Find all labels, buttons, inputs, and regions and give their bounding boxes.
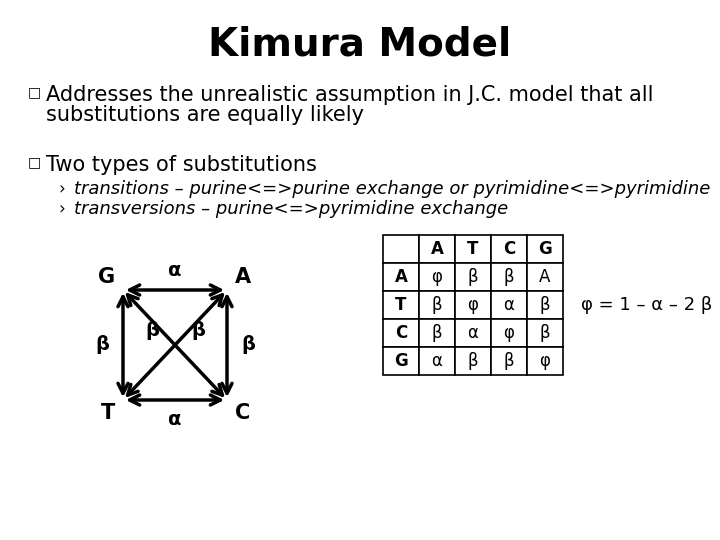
Text: β: β xyxy=(540,296,550,314)
Text: G: G xyxy=(98,267,115,287)
Text: φ: φ xyxy=(431,268,442,286)
Text: β: β xyxy=(468,352,478,370)
Bar xyxy=(455,319,491,347)
Bar xyxy=(383,347,419,375)
Text: φ: φ xyxy=(467,296,478,314)
Bar xyxy=(455,291,491,319)
Bar xyxy=(455,263,491,291)
Text: T: T xyxy=(467,240,479,258)
Bar xyxy=(383,319,419,347)
Text: α: α xyxy=(168,410,181,429)
Text: transversions – purine<=>pyrimidine exchange: transversions – purine<=>pyrimidine exch… xyxy=(74,200,508,218)
Text: T: T xyxy=(395,296,407,314)
Text: G: G xyxy=(538,240,552,258)
Bar xyxy=(383,235,419,263)
Text: Addresses the unrealistic assumption in J.C. model that all: Addresses the unrealistic assumption in … xyxy=(46,85,654,105)
Text: β: β xyxy=(191,321,205,341)
Text: β: β xyxy=(241,335,255,354)
Bar xyxy=(491,235,527,263)
Text: A: A xyxy=(431,240,444,258)
Text: Kimura Model: Kimura Model xyxy=(208,25,512,63)
Text: φ: φ xyxy=(503,324,514,342)
Bar xyxy=(491,347,527,375)
Text: ›: › xyxy=(58,180,65,198)
Text: □: □ xyxy=(28,85,41,99)
Text: β: β xyxy=(468,268,478,286)
Text: Two types of substitutions: Two types of substitutions xyxy=(46,155,317,175)
Text: β: β xyxy=(432,324,442,342)
Text: β: β xyxy=(145,321,159,341)
Text: transitions – purine<=>purine exchange or pyrimidine<=>pyrimidine: transitions – purine<=>purine exchange o… xyxy=(74,180,711,198)
Text: β: β xyxy=(95,335,109,354)
Bar xyxy=(491,319,527,347)
Bar xyxy=(527,291,563,319)
Text: G: G xyxy=(394,352,408,370)
Text: C: C xyxy=(503,240,515,258)
Text: C: C xyxy=(235,403,251,423)
Text: substitutions are equally likely: substitutions are equally likely xyxy=(46,105,364,125)
Text: α: α xyxy=(467,324,478,342)
Text: α: α xyxy=(168,261,181,280)
Bar xyxy=(419,235,455,263)
Bar xyxy=(419,291,455,319)
Text: C: C xyxy=(395,324,407,342)
Bar xyxy=(383,263,419,291)
Bar xyxy=(383,291,419,319)
Bar xyxy=(527,347,563,375)
Text: A: A xyxy=(539,268,551,286)
Text: β: β xyxy=(540,324,550,342)
Text: α: α xyxy=(503,296,514,314)
Bar xyxy=(455,347,491,375)
Bar xyxy=(419,319,455,347)
Bar xyxy=(527,319,563,347)
Text: □: □ xyxy=(28,155,41,169)
Bar xyxy=(527,235,563,263)
Bar xyxy=(491,291,527,319)
Text: φ = 1 – α – 2 β: φ = 1 – α – 2 β xyxy=(581,296,712,314)
Bar xyxy=(419,347,455,375)
Bar xyxy=(419,263,455,291)
Text: T: T xyxy=(101,403,115,423)
Text: β: β xyxy=(432,296,442,314)
Bar xyxy=(455,235,491,263)
Text: α: α xyxy=(431,352,442,370)
Bar xyxy=(491,263,527,291)
Text: ›: › xyxy=(58,200,65,218)
Text: A: A xyxy=(395,268,408,286)
Text: β: β xyxy=(504,268,514,286)
Text: φ: φ xyxy=(539,352,550,370)
Text: A: A xyxy=(235,267,251,287)
Text: β: β xyxy=(504,352,514,370)
Bar xyxy=(527,263,563,291)
